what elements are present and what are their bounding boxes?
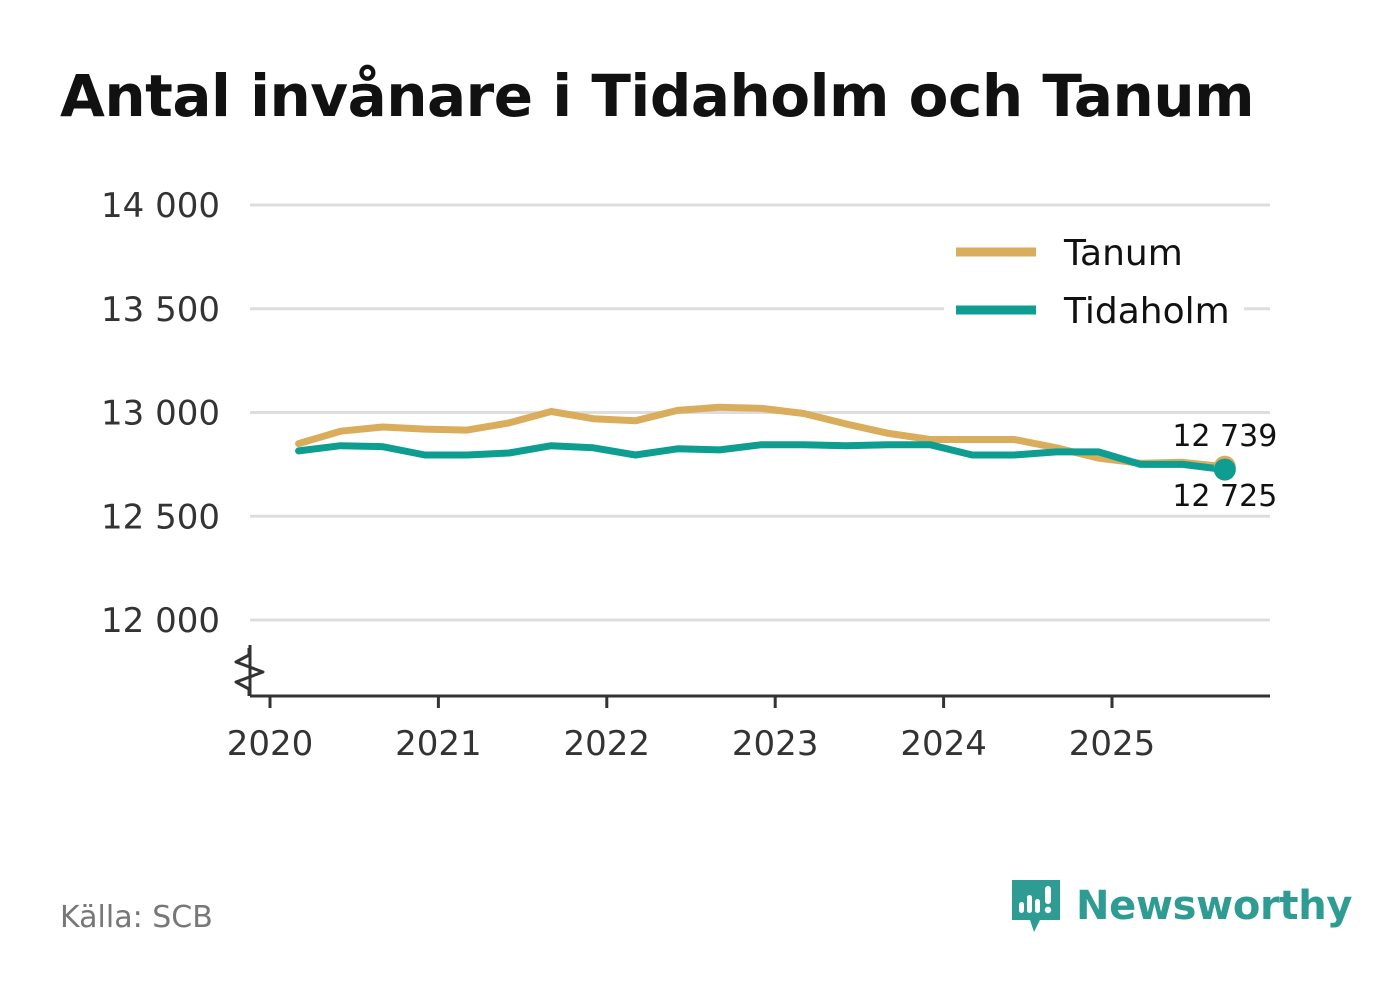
y-axis-tick-labels: 14 000 13 500 13 000 12 500 12 000 [101, 186, 220, 641]
end-marker-tidaholm [1213, 458, 1236, 481]
legend-label: Tanum [1063, 233, 1183, 274]
chart-title: Antal invånare i Tidaholm och Tanum [60, 62, 1255, 130]
gridlines [250, 203, 1270, 622]
legend-background [944, 275, 1244, 331]
x-tick-label: 2021 [395, 724, 482, 764]
axis-break-icon [234, 648, 265, 696]
axes [234, 645, 1270, 698]
x-tick-label: 2020 [227, 724, 314, 764]
end-value-label: 12 725 [1172, 479, 1277, 514]
y-tick-label: 13 000 [101, 394, 220, 434]
x-axis-ticks: 2020 2021 2022 2023 2024 2025 [227, 696, 1156, 764]
series-line-tidaholm [295, 441, 1229, 474]
x-tick-label: 2025 [1069, 724, 1156, 764]
series-lines [295, 403, 1229, 474]
legend-label: Tidaholm [1063, 291, 1230, 332]
y-tick-label: 14 000 [101, 186, 220, 226]
end-value-labels: 12 739 12 725 [1172, 419, 1277, 514]
brand-name: Newsworthy [1076, 883, 1353, 929]
y-tick-label: 13 500 [101, 290, 220, 330]
end-markers [1213, 455, 1236, 481]
y-tick-label: 12 000 [101, 601, 220, 641]
y-tick-label: 12 500 [101, 497, 220, 537]
legend: Tanum Tidaholm [944, 217, 1244, 332]
newsworthy-logo-icon [1012, 880, 1060, 932]
end-value-label: 12 739 [1172, 419, 1277, 454]
x-tick-label: 2024 [900, 724, 987, 764]
source-text: Källa: SCB [60, 900, 213, 935]
x-tick-label: 2022 [564, 724, 651, 764]
brand[interactable]: Newsworthy [1010, 876, 1353, 936]
x-tick-label: 2023 [732, 724, 819, 764]
legend-background [944, 217, 1244, 273]
